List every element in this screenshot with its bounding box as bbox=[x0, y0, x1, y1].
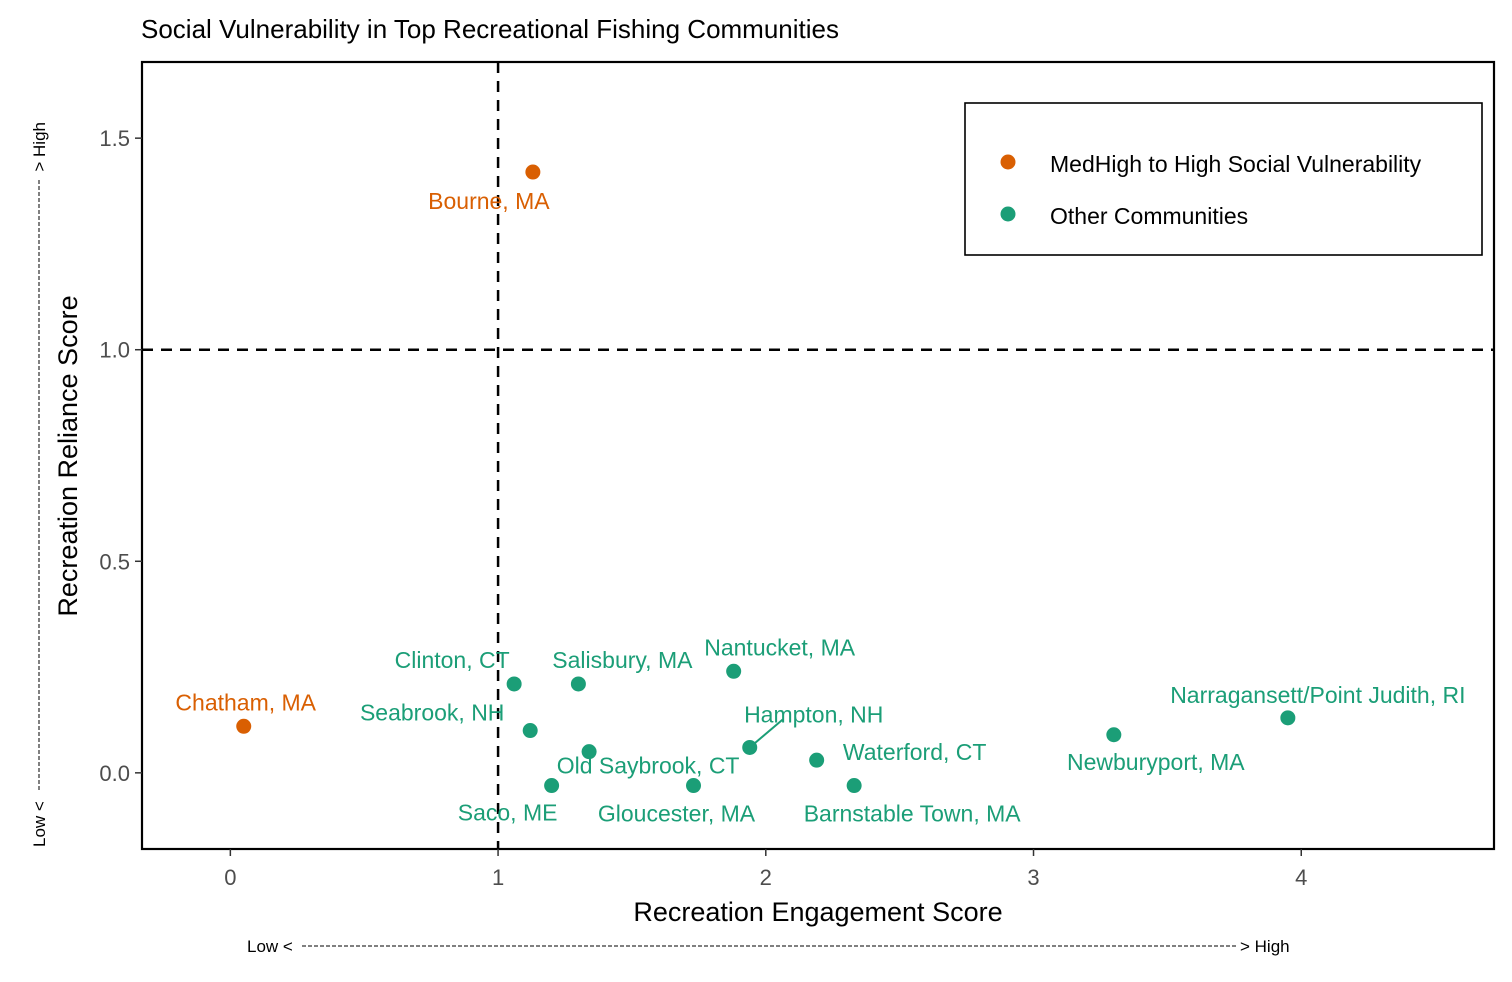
point-label: Chatham, MA bbox=[175, 689, 316, 715]
point-labels: Bourne, MA Chatham, MA Clinton, CT Salisbur… bbox=[175, 188, 1465, 827]
point-label: Newburyport, MA bbox=[1067, 749, 1245, 775]
x-arrow-high-label: > High bbox=[1240, 937, 1290, 956]
point-label: Bourne, MA bbox=[428, 188, 550, 214]
x-tick-label: 2 bbox=[760, 865, 772, 890]
data-point bbox=[581, 744, 597, 760]
x-axis-ticks: 0 1 2 3 4 bbox=[224, 849, 1307, 890]
x-tick-label: 3 bbox=[1027, 865, 1039, 890]
point-label: Old Saybrook, CT bbox=[557, 753, 740, 779]
point-label: Narragansett/Point Judith, RI bbox=[1170, 682, 1465, 708]
y-tick-label: 1.0 bbox=[99, 338, 130, 363]
point-label: Clinton, CT bbox=[395, 647, 510, 673]
y-arrow-low-label: Low < bbox=[30, 801, 49, 847]
point-label: Gloucester, MA bbox=[598, 801, 756, 827]
x-axis-title: Recreation Engagement Score bbox=[633, 897, 1002, 927]
chart-title: Social Vulnerability in Top Recreational… bbox=[141, 14, 839, 44]
data-point bbox=[1106, 727, 1122, 743]
point-label: Seabrook, NH bbox=[360, 700, 504, 726]
data-point bbox=[236, 718, 252, 734]
reference-lines bbox=[142, 62, 1494, 849]
y-tick-label: 1.5 bbox=[99, 126, 130, 151]
legend: MedHigh to High Social Vulnerability Oth… bbox=[964, 102, 1483, 256]
data-point bbox=[742, 739, 758, 755]
data-point bbox=[525, 164, 541, 180]
data-points bbox=[236, 164, 1296, 794]
data-point bbox=[506, 676, 522, 692]
x-tick-label: 1 bbox=[492, 865, 504, 890]
data-point bbox=[544, 778, 560, 794]
legend-key-medhigh bbox=[1000, 154, 1016, 170]
point-label: Barnstable Town, MA bbox=[804, 801, 1022, 827]
y-axis-ticks: 0.0 0.5 1.0 1.5 bbox=[99, 126, 142, 786]
legend-key-other bbox=[1000, 206, 1016, 222]
y-axis-title: Recreation Reliance Score bbox=[53, 295, 83, 616]
x-tick-label: 4 bbox=[1295, 865, 1307, 890]
x-axis-direction-arrow: Low < > High bbox=[247, 937, 1290, 956]
legend-label-other: Other Communities bbox=[1050, 203, 1248, 229]
data-point bbox=[726, 663, 742, 679]
point-label: Hampton, NH bbox=[744, 701, 883, 727]
point-label: Nantucket, MA bbox=[704, 634, 855, 660]
y-tick-label: 0.5 bbox=[99, 549, 130, 574]
legend-label-medhigh: MedHigh to High Social Vulnerability bbox=[1050, 151, 1422, 177]
data-point bbox=[846, 778, 862, 794]
point-label: Salisbury, MA bbox=[552, 647, 693, 673]
data-point bbox=[570, 676, 586, 692]
data-point bbox=[809, 752, 825, 768]
y-arrow-high-label: > High bbox=[30, 122, 49, 172]
legend-box bbox=[964, 102, 1483, 256]
x-arrow-low-label: Low < bbox=[247, 937, 293, 956]
data-point bbox=[1280, 710, 1296, 726]
point-label: Saco, ME bbox=[458, 800, 558, 826]
x-tick-label: 0 bbox=[224, 865, 236, 890]
point-label: Waterford, CT bbox=[843, 739, 987, 765]
y-tick-label: 0.0 bbox=[99, 761, 130, 786]
data-point bbox=[522, 723, 538, 739]
data-point bbox=[686, 778, 702, 794]
y-axis-direction-arrow: > High Low < bbox=[30, 122, 49, 847]
